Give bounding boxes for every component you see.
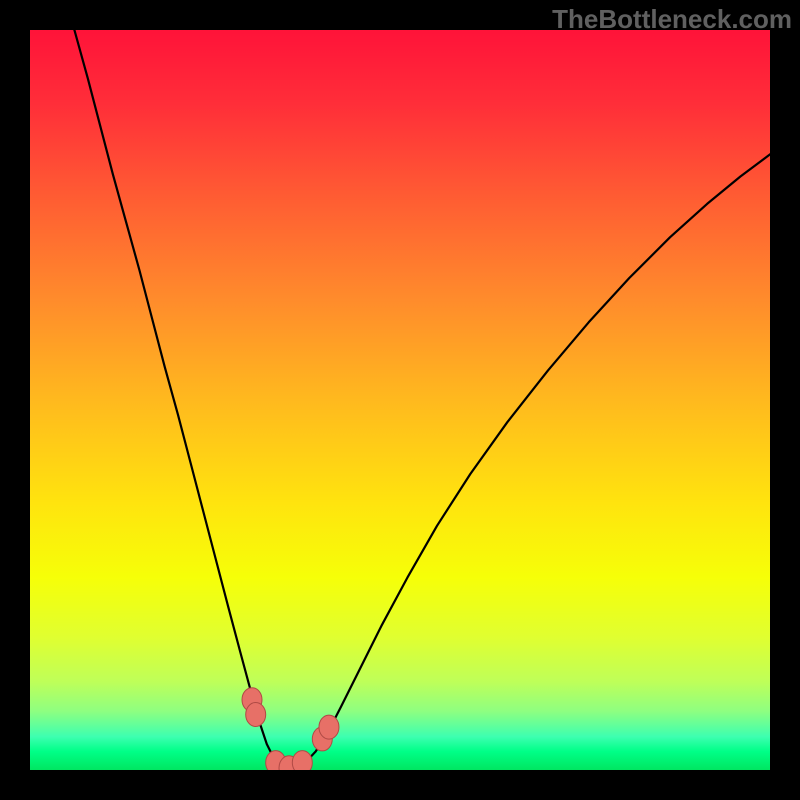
chart-frame: TheBottleneck.com bbox=[0, 0, 800, 800]
data-marker bbox=[319, 715, 339, 739]
plot-area bbox=[30, 30, 770, 770]
data-marker bbox=[246, 703, 266, 727]
plot-svg bbox=[30, 30, 770, 770]
watermark-text: TheBottleneck.com bbox=[552, 4, 792, 35]
gradient-background bbox=[30, 30, 770, 770]
data-marker bbox=[292, 751, 312, 770]
